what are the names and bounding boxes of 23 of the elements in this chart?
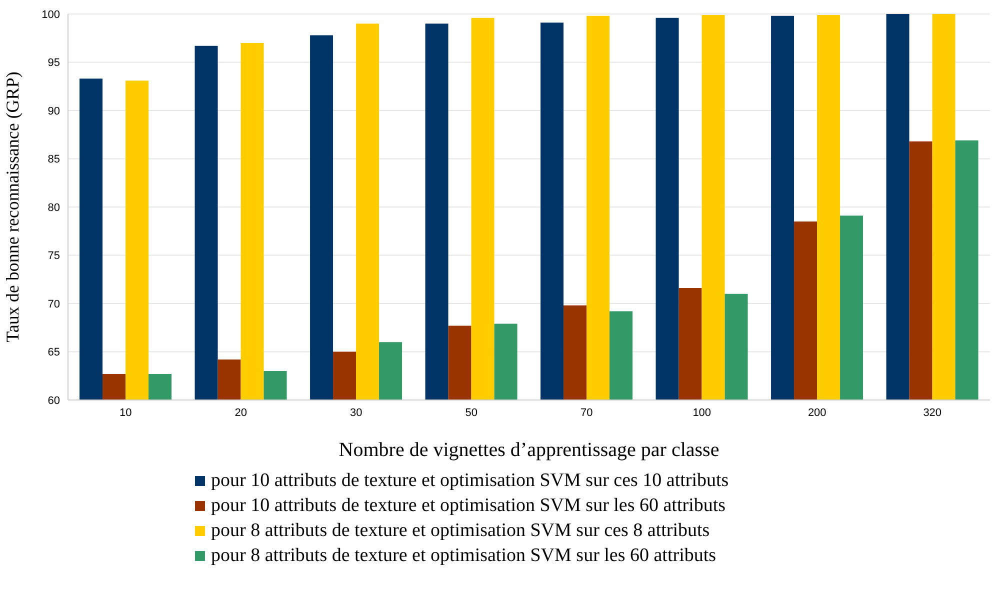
legend-label: pour 8 attributs de texture et optimisation SVM sur les 60 attributs	[211, 544, 716, 568]
x-tick-label: 100	[692, 406, 712, 419]
x-tick-label: 30	[350, 406, 362, 419]
legend-label: pour 8 attributs de texture et optimisation SVM sur ces 8 attributs	[211, 519, 710, 543]
x-tick-label: 20	[234, 406, 247, 419]
y-tick-label: 60	[48, 394, 60, 407]
y-tick-label: 100	[42, 8, 60, 21]
y-tick-label: 70	[48, 298, 60, 310]
x-axis-title: Nombre de vignettes d’apprentissage par classe	[338, 439, 720, 461]
legend-label: pour 10 attributs de texture et optimisation SVM sur ces 10 attributs	[211, 469, 729, 493]
x-tick-label: 50	[465, 406, 478, 419]
y-tick-label: 65	[48, 346, 60, 359]
y-tick-label: 80	[48, 202, 60, 214]
x-tick-label: 10	[120, 406, 132, 419]
x-tick-label: 320	[923, 406, 942, 419]
x-tick-label: 70	[580, 406, 593, 419]
legend-label: pour 10 attributs de texture et optimisation SVM sur les 60 attributs	[211, 494, 726, 518]
x-tick-label: 200	[808, 406, 826, 419]
y-tick-label: 75	[48, 250, 60, 262]
y-tick-label: 90	[48, 105, 60, 118]
y-axis-title: Taux de bonne reconnaissance (GRP)	[2, 72, 22, 342]
y-tick-label: 85	[48, 154, 60, 166]
y-tick-label: 95	[48, 57, 60, 70]
